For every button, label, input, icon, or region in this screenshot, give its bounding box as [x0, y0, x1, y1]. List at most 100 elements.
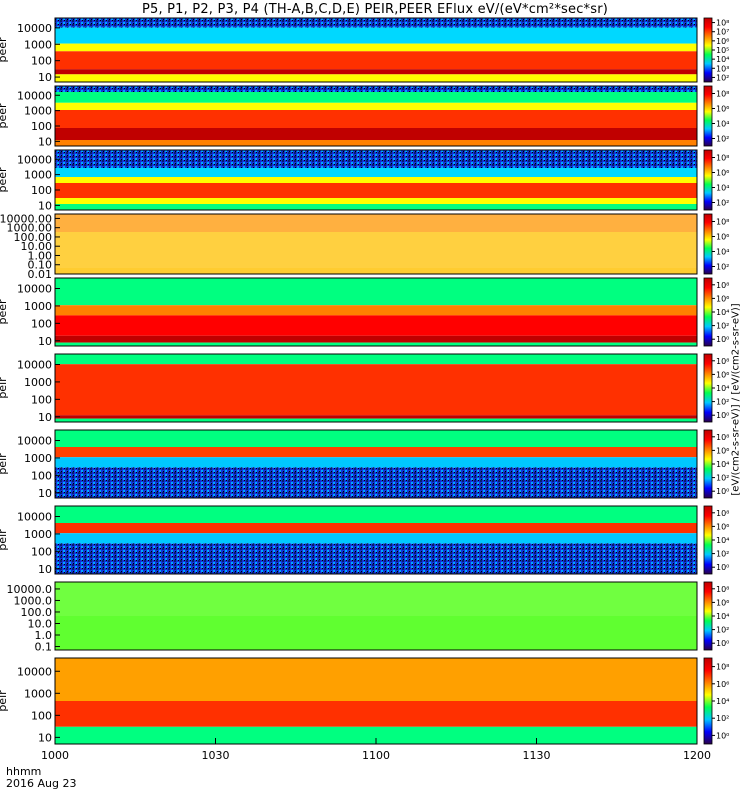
y-tick-label: 100 — [31, 55, 52, 68]
colorbar-tick-label: 10⁶ — [716, 522, 729, 531]
y-tick-label: 100 — [31, 317, 52, 330]
x-tick-label: 1100 — [362, 749, 390, 762]
panel-the-peer: 10100100010000thepeer10⁰10²10⁴10⁶10⁸ — [0, 277, 729, 348]
y-tick-label: 100 — [31, 393, 52, 406]
x-tick-label: 1200 — [683, 749, 711, 762]
y-tick-label: 0.1 — [35, 641, 53, 654]
y-tick-label: 10000 — [17, 282, 52, 295]
colorbar-tick-label: 10⁰ — [716, 731, 729, 740]
colorbar — [703, 353, 713, 423]
y-tick-label: 10 — [38, 411, 52, 424]
colorbar-tick-label: 10² — [716, 73, 729, 82]
panel-thb-peer: 10100100010000thbpeer10²10⁴10⁶10⁸ — [0, 85, 729, 148]
panel-frame — [54, 85, 698, 147]
colorbar-tick-label: 10⁸ — [716, 357, 729, 366]
y-axis-label: peir — [0, 690, 9, 712]
y-tick-label: 100 — [31, 545, 52, 558]
colorbar — [703, 429, 713, 499]
y-tick-label: 10 — [38, 335, 52, 348]
colorbar-tick-label: 10⁶ — [716, 294, 729, 303]
spectrogram-band — [55, 18, 697, 28]
panel-tha-peir: 10100100010000thapeir10⁰10²10⁴10⁶10⁸ — [0, 353, 729, 424]
y-tick-label: 100 — [31, 120, 52, 133]
colorbar-tick-label: 10⁸ — [716, 663, 729, 672]
colorbar-tick-label: 10² — [716, 474, 729, 483]
panel-frame — [54, 17, 698, 83]
y-tick-label: 1.0 — [35, 629, 53, 642]
y-tick-label: 10.00 — [21, 240, 53, 253]
spectrogram-band — [55, 543, 697, 574]
colorbar-tick-label: 10⁴ — [716, 55, 729, 64]
colorbar-tick-label: 10⁴ — [716, 536, 729, 545]
spectrogram-band — [55, 140, 697, 146]
colorbar-tick-label: 10⁶ — [716, 446, 729, 455]
colorbar-tick-label: 10² — [716, 263, 729, 272]
y-tick-label: 10000 — [17, 434, 52, 447]
spectrogram-band — [55, 418, 697, 422]
y-tick-label: 100 — [31, 469, 52, 482]
colorbar-tick-label: 10² — [716, 626, 729, 635]
colorbar-tick-label: 10⁸ — [716, 90, 729, 99]
x-tick-label: 1030 — [202, 749, 230, 762]
y-tick-label: 1000 — [24, 687, 52, 700]
y-axis-label: peer — [0, 37, 9, 63]
colorbar — [703, 17, 713, 83]
y-axis-label: peir — [0, 453, 9, 475]
colorbar — [703, 581, 713, 651]
y-tick-label: 10000 — [17, 510, 52, 523]
spectrogram-band — [55, 43, 697, 52]
panel-thb-peir: 10100100010000thbpeir10⁰10²10⁴10⁶10⁸ — [0, 429, 729, 500]
panel-frame — [54, 429, 698, 499]
colorbar-tick-label: 10⁴ — [716, 308, 729, 317]
colorbar-tick-label: 10⁸ — [716, 433, 729, 442]
spectrogram-band — [55, 102, 697, 110]
y-tick-label: 1000 — [24, 528, 52, 541]
spectrogram-band — [55, 183, 697, 198]
spectrogram-band — [55, 110, 697, 128]
spectrogram-band — [55, 430, 697, 447]
colorbar — [703, 213, 713, 275]
colorbar-tick-label: 10⁰ — [716, 411, 729, 420]
spectrogram-band — [55, 582, 697, 616]
spectrogram-band — [55, 177, 697, 183]
y-tick-label: 10 — [38, 731, 52, 744]
colorbar-tick-label: 10⁵ — [716, 46, 729, 55]
y-tick-label: 1000 — [24, 169, 52, 182]
panel-thd-peer: 0.010.101.0010.00100.001000.0010000.00th… — [0, 212, 729, 281]
colorbar-tick-label: 10⁶ — [716, 680, 729, 689]
colorbar — [703, 149, 713, 211]
x-axis-label-hhmm: hhmm — [6, 765, 42, 778]
x-axis-label-date: 2016 Aug 23 — [6, 777, 77, 790]
panel-frame — [54, 505, 698, 575]
y-axis-label: peir — [0, 377, 9, 399]
colorbar-tick-label: 10⁰ — [716, 335, 729, 344]
colorbar-tick-label: 10² — [716, 550, 729, 559]
spectrogram-band — [55, 616, 697, 650]
panel-the-peir: 10100100010000thepeir10⁰10²10⁴10⁶10⁸ — [0, 657, 729, 745]
spectrogram-band — [55, 198, 697, 204]
x-tick-label: 1130 — [523, 749, 551, 762]
spectrogram-band — [55, 335, 697, 343]
spectrogram-band — [55, 457, 697, 468]
spectrogram-band — [55, 278, 697, 306]
colorbar-tick-label: 10⁷ — [716, 28, 729, 37]
spectrogram-band — [55, 447, 697, 458]
panel-tha-peer: 10100100010000thapeer10²10³10⁴10⁵10⁶10⁷1… — [0, 17, 729, 84]
spectrogram-band — [55, 69, 697, 75]
colorbar-tick-label: 10⁴ — [716, 460, 729, 469]
chart-title: P5, P1, P2, P3, P4 (TH-A,B,C,D,E) PEIR,P… — [141, 2, 609, 17]
x-tick-label: 1000 — [41, 749, 69, 762]
spectrogram-band — [55, 305, 697, 316]
colorbar-tick-label: 10⁶ — [716, 370, 729, 379]
panel-thd-peir: 0.11.010.0100.01000.010000.0thdpeir10⁰10… — [7, 581, 729, 654]
y-tick-label: 10 — [38, 199, 52, 212]
panel-thc-peir: 10100100010000thcpeir10⁰10²10⁴10⁶10⁸ — [0, 505, 729, 576]
y-tick-label: 1.00 — [28, 249, 53, 262]
y-tick-label: 10000 — [17, 358, 52, 371]
spectrogram-band — [55, 415, 697, 419]
spectrogram-band — [55, 701, 697, 727]
y-tick-label: 1000.0 — [14, 594, 53, 607]
spectrogram-band — [55, 658, 697, 701]
colorbar-tick-label: 10³ — [716, 64, 729, 73]
y-tick-label: 10 — [38, 563, 52, 576]
